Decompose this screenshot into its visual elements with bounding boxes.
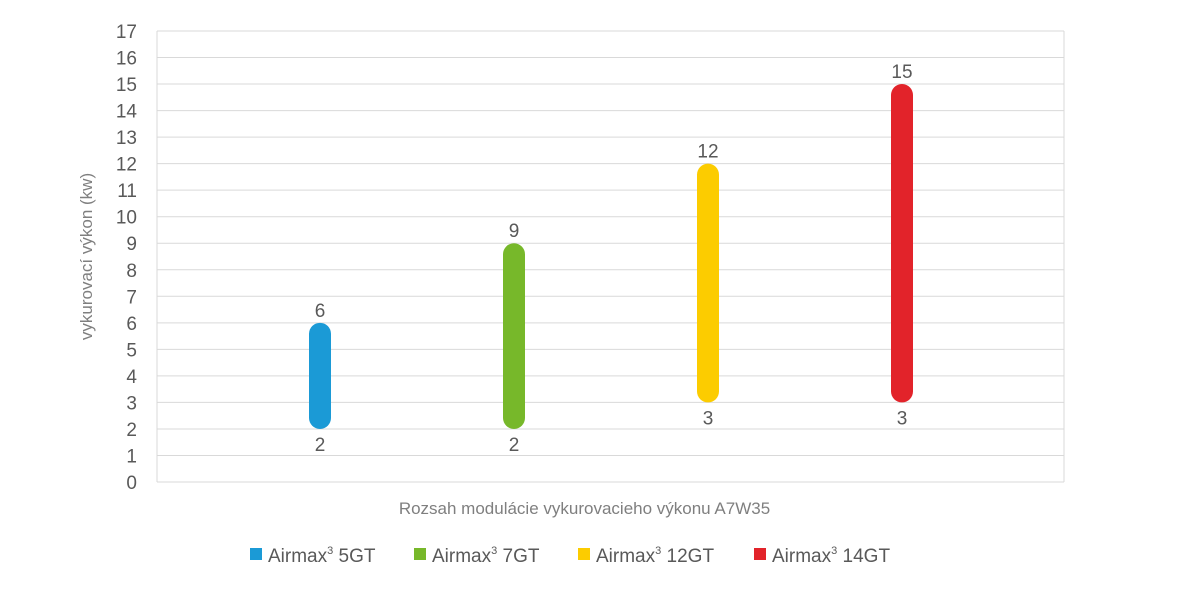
data-labels: 6 2 9 2 12 3 15 3: [315, 62, 913, 456]
legend: Airmax3 5GT Airmax3 7GT Airmax3 12GT Airmax…: [250, 545, 890, 567]
y-tick-label: 16: [116, 49, 137, 70]
legend-label: Airmax3 14GT: [772, 545, 890, 567]
data-label-min: 3: [897, 408, 908, 429]
range-bars: [309, 84, 913, 429]
y-tick-label: 17: [116, 22, 137, 43]
y-tick-label: 12: [116, 155, 137, 176]
y-tick-label: 13: [116, 128, 137, 149]
range-bar: [697, 163, 719, 403]
data-label-min: 2: [315, 435, 326, 456]
data-label-min: 3: [703, 408, 714, 429]
data-label-max: 9: [509, 221, 520, 242]
range-bar: [309, 322, 331, 429]
y-tick-label: 1: [126, 446, 137, 467]
legend-label: Airmax3 7GT: [432, 545, 540, 567]
plot-area: [157, 31, 1064, 482]
y-tick-label: 2: [126, 420, 137, 441]
legend-label: Airmax3 12GT: [596, 545, 714, 567]
y-tick-label: 8: [126, 261, 137, 282]
data-label-max: 6: [315, 301, 326, 322]
y-tick-label: 9: [126, 234, 137, 255]
y-tick-label: 4: [126, 367, 137, 388]
data-label-max: 12: [697, 142, 718, 163]
y-tick-label: 6: [126, 314, 137, 335]
y-tick-label: 15: [116, 75, 137, 96]
y-tick-label: 7: [126, 287, 137, 308]
y-tick-label: 0: [126, 473, 137, 494]
data-label-min: 2: [509, 435, 520, 456]
range-bar: [891, 84, 913, 403]
y-tick-label: 11: [117, 181, 137, 202]
data-label-max: 15: [891, 62, 912, 83]
y-tick-label: 5: [126, 340, 137, 361]
legend-label: Airmax3 5GT: [268, 545, 376, 567]
legend-swatch: [414, 548, 426, 560]
y-axis-title: vykurovací výkon (kw): [77, 173, 96, 340]
y-tick-label: 3: [126, 393, 137, 414]
y-tick-label: 14: [116, 102, 138, 123]
legend-swatch: [754, 548, 766, 560]
legend-swatch: [250, 548, 262, 560]
y-tick-label: 10: [116, 208, 137, 229]
x-axis-title: Rozsah modulácie vykurovacieho výkonu A7…: [399, 499, 770, 518]
legend-swatch: [578, 548, 590, 560]
range-bar: [503, 243, 525, 429]
